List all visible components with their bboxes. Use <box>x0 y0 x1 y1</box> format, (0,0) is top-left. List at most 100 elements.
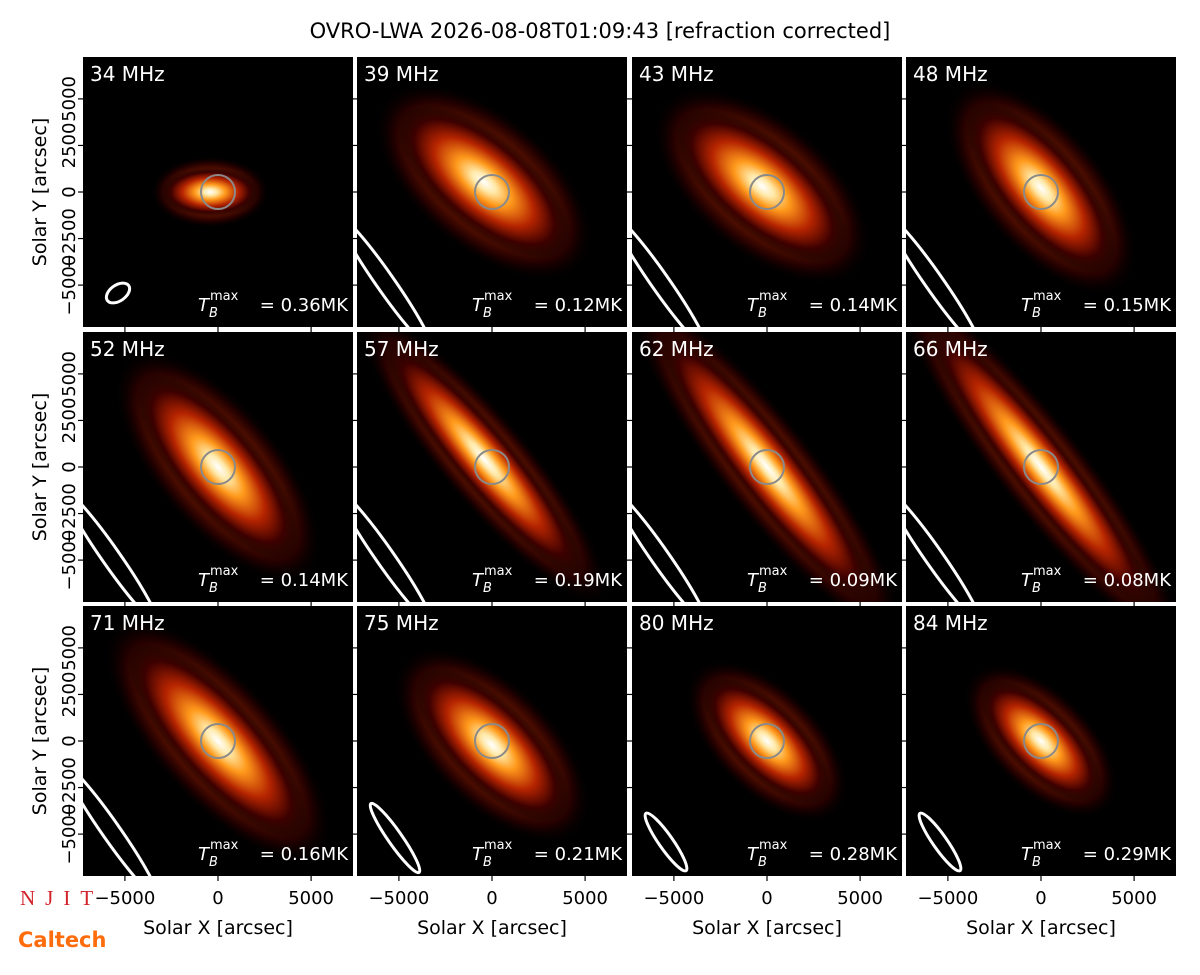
panel-image <box>83 57 353 327</box>
beam <box>917 811 963 873</box>
solar-disk <box>1023 174 1059 210</box>
y-tick-label: −5000 <box>59 255 80 316</box>
tb-symbol: T <box>1021 570 1034 591</box>
solar-disk <box>749 723 785 759</box>
beam <box>368 801 422 875</box>
panel-image <box>632 606 902 876</box>
x-tick-label: 5000 <box>288 888 334 909</box>
frequency-label: 75 MHz <box>364 611 439 635</box>
x-tick-label: 5000 <box>1111 888 1157 909</box>
tb-superscript: max <box>484 564 513 579</box>
emission <box>927 332 1155 602</box>
emission <box>398 105 570 259</box>
solar-disk <box>1023 449 1059 485</box>
tmax-annotation: = 0.08MK <box>1083 570 1172 591</box>
beam <box>83 763 159 876</box>
panel-image <box>357 57 627 327</box>
tb-subscript: B <box>1032 306 1041 321</box>
tmax-annotation: = 0.09MK <box>809 570 898 591</box>
tmax-annotation: = 0.19MK <box>534 570 623 591</box>
x-tick-label: −5000 <box>917 888 978 909</box>
y-tick-label: 0 <box>59 186 80 197</box>
tb-subscript: B <box>1032 855 1041 870</box>
y-tick-label: 5000 <box>59 625 80 671</box>
y-axis-label: Solar Y [arcsec] <box>29 118 51 266</box>
x-tick-label: −5000 <box>643 888 704 909</box>
tmax-annotation: = 0.15MK <box>1083 295 1172 316</box>
tb-symbol: T <box>472 570 485 591</box>
beam <box>83 489 159 602</box>
tb-superscript: max <box>210 564 239 579</box>
beam <box>643 811 689 873</box>
x-tick-label: 5000 <box>562 888 608 909</box>
x-tick-label: −5000 <box>94 888 155 909</box>
tb-superscript: max <box>1033 838 1062 853</box>
tb-superscript: max <box>484 289 513 304</box>
tb-symbol: T <box>747 295 760 316</box>
tmax-annotation: = 0.14MK <box>809 295 898 316</box>
solar-disk <box>200 174 236 210</box>
x-tick-label: 0 <box>212 888 223 909</box>
emission <box>676 109 848 263</box>
x-tick-label: 0 <box>1035 888 1046 909</box>
solar-disk <box>749 174 785 210</box>
tb-superscript: max <box>210 289 239 304</box>
y-tick-label: 2500 <box>59 672 80 718</box>
tb-symbol: T <box>1021 844 1034 865</box>
frequency-label: 80 MHz <box>639 611 714 635</box>
frequency-label: 48 MHz <box>913 62 988 86</box>
frequency-label: 57 MHz <box>364 337 439 361</box>
tmax-annotation: = 0.14MK <box>260 570 349 591</box>
tb-superscript: max <box>1033 564 1062 579</box>
tmax-annotation: = 0.16MK <box>260 844 349 865</box>
panel-image <box>632 332 902 602</box>
emission <box>128 643 308 839</box>
emission <box>703 677 831 805</box>
beam <box>357 489 433 602</box>
tb-subscript: B <box>209 306 218 321</box>
frequency-label: 39 MHz <box>364 62 439 86</box>
y-tick-label: 2500 <box>59 123 80 169</box>
logo-caltech: Caltech <box>18 928 106 952</box>
tmax-annotation: = 0.28MK <box>809 844 898 865</box>
tb-subscript: B <box>1032 581 1041 596</box>
tmax-annotation: = 0.29MK <box>1083 844 1172 865</box>
tb-symbol: T <box>747 570 760 591</box>
x-tick-label: 0 <box>486 888 497 909</box>
y-axis-label: Solar Y [arcsec] <box>29 393 51 541</box>
solar-disk <box>200 723 236 759</box>
panel-image <box>906 332 1176 602</box>
y-tick-label: −2500 <box>59 757 80 818</box>
solar-disk <box>200 449 236 485</box>
tb-symbol: T <box>198 844 211 865</box>
x-axis-label: Solar X [arcsec] <box>417 917 567 939</box>
solar-disk <box>749 449 785 485</box>
tb-subscript: B <box>483 306 492 321</box>
tb-superscript: max <box>759 838 788 853</box>
solar-disk <box>474 174 510 210</box>
tb-symbol: T <box>198 295 211 316</box>
x-axis-label: Solar X [arcsec] <box>143 917 293 939</box>
solar-disk <box>474 449 510 485</box>
y-tick-label: −2500 <box>59 483 80 544</box>
beam <box>632 214 708 327</box>
x-axis-label: Solar X [arcsec] <box>966 917 1116 939</box>
tb-superscript: max <box>759 289 788 304</box>
tb-subscript: B <box>758 855 767 870</box>
tb-subscript: B <box>209 855 218 870</box>
x-axis-label: Solar X [arcsec] <box>692 917 842 939</box>
x-tick-label: 5000 <box>837 888 883 909</box>
x-tick-label: −5000 <box>368 888 429 909</box>
tb-subscript: B <box>758 306 767 321</box>
tb-subscript: B <box>209 581 218 596</box>
emission <box>415 668 569 822</box>
